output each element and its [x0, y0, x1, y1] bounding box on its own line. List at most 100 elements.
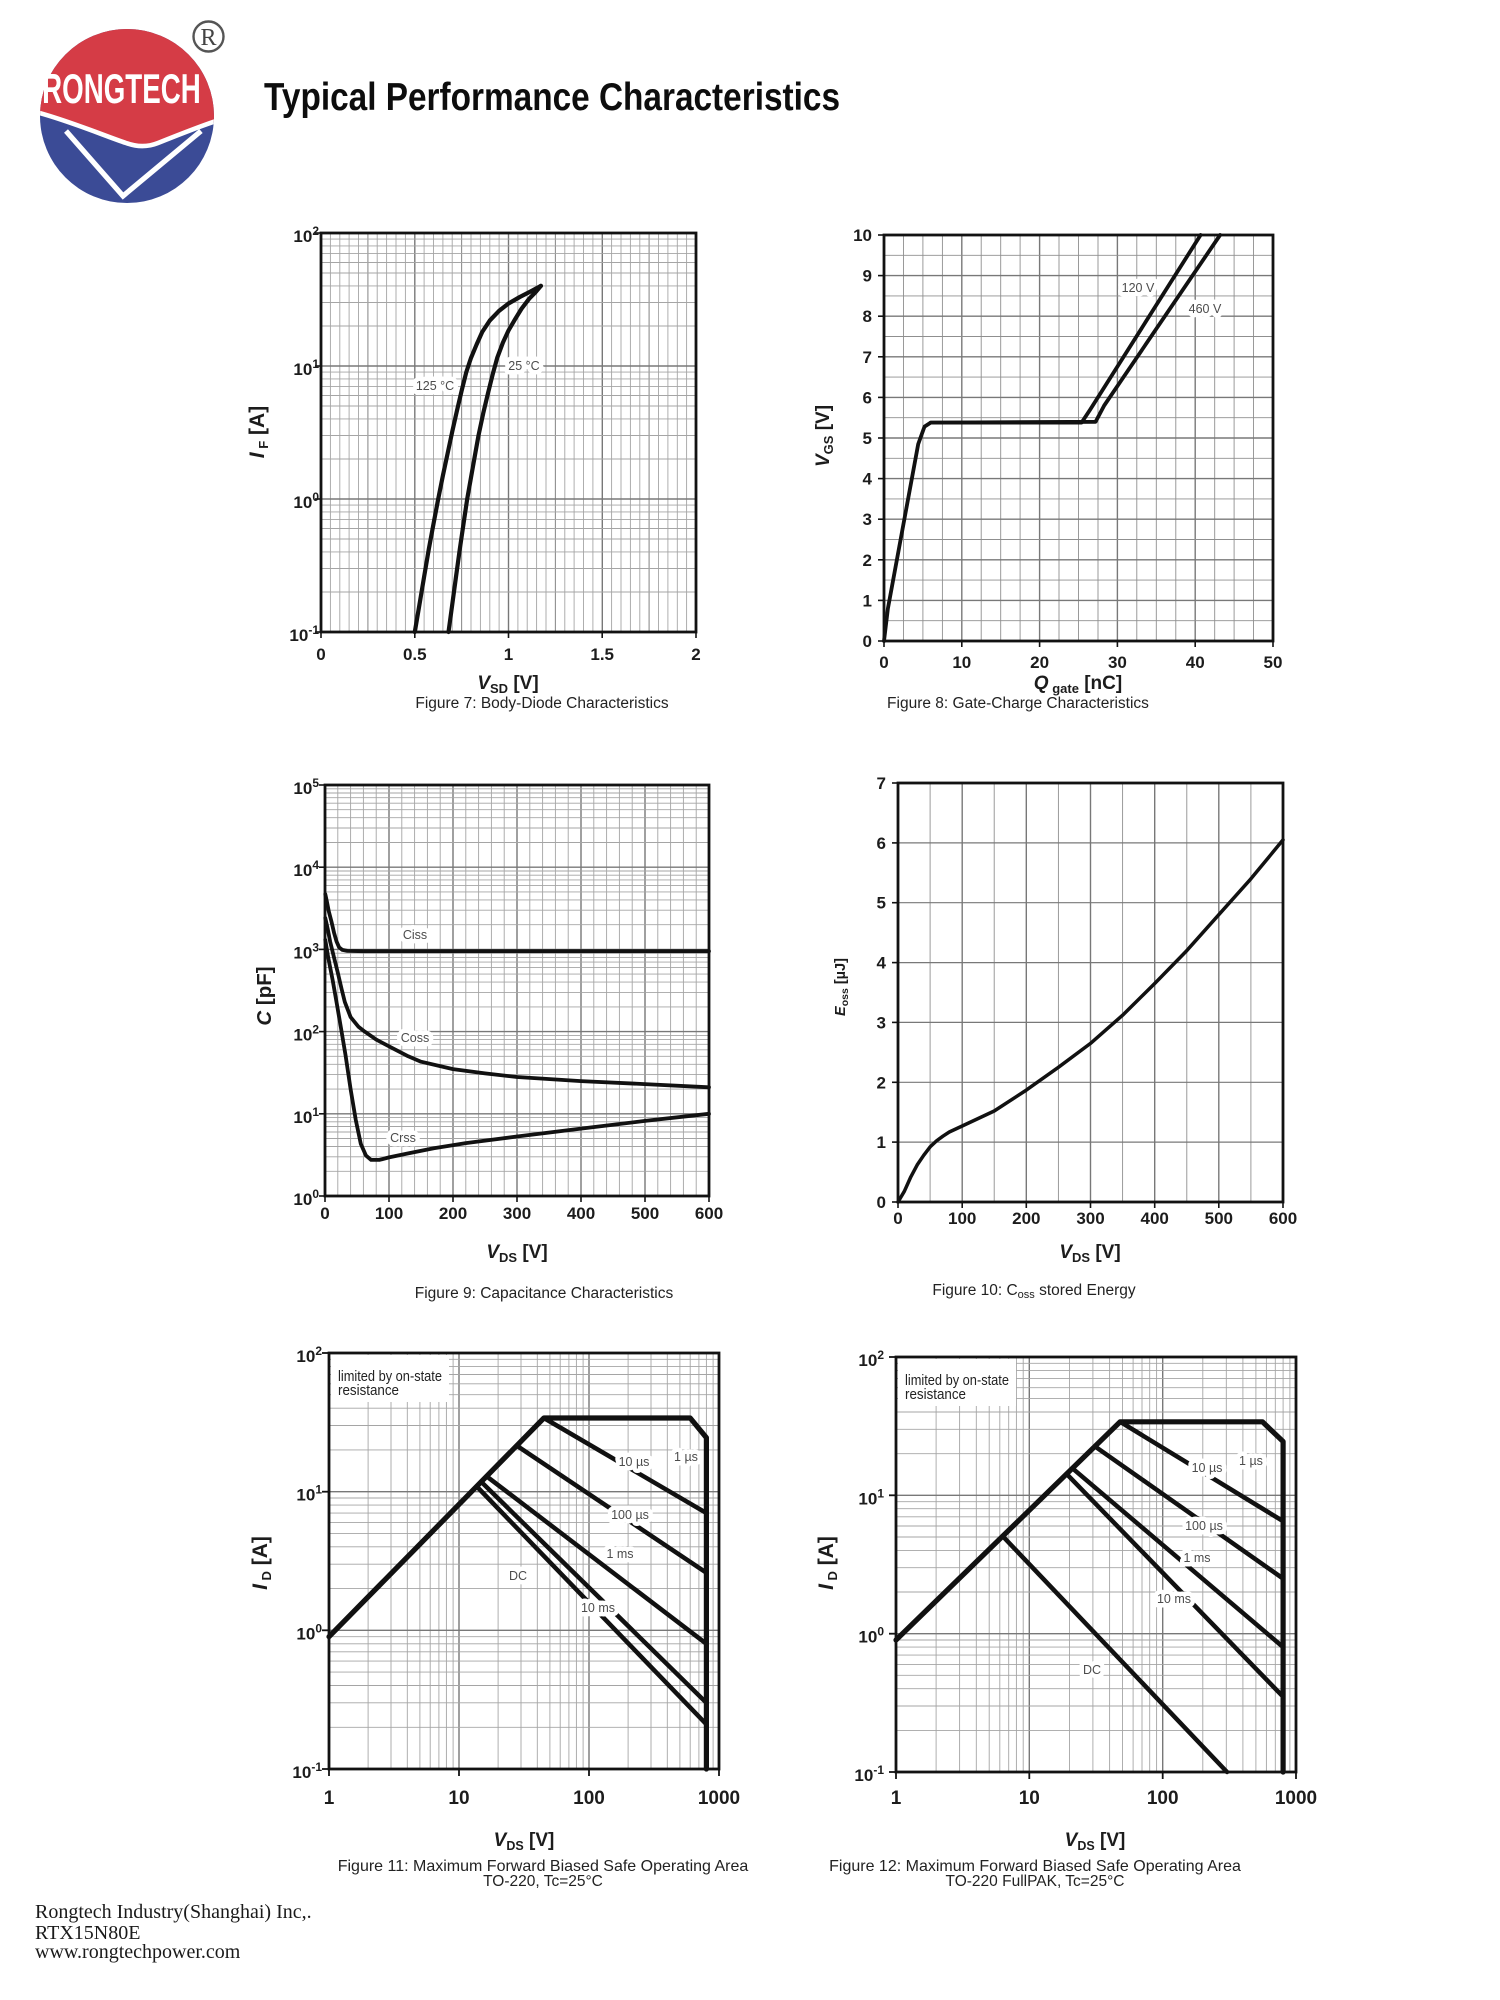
svg-text:0.5: 0.5 [403, 645, 427, 664]
svg-text:200: 200 [1012, 1209, 1040, 1228]
svg-text:Rongtech Industry(Shanghai) In: Rongtech Industry(Shanghai) Inc,. [35, 1901, 312, 1923]
svg-text:30: 30 [1108, 653, 1127, 672]
svg-text:Figure 8: Gate-Charge Characte: Figure 8: Gate-Charge Characteristics [887, 695, 1149, 712]
svg-text:RTX15N80E: RTX15N80E [35, 1922, 140, 1944]
svg-text:20: 20 [1030, 653, 1049, 672]
svg-text:TO-220, Tc=25°C: TO-220, Tc=25°C [483, 1873, 603, 1890]
svg-text:Figure 9: Capacitance Characte: Figure 9: Capacitance Characteristics [415, 1285, 674, 1302]
svg-text:Coss: Coss [401, 1031, 429, 1045]
svg-text:125 °C: 125 °C [416, 379, 454, 393]
svg-text:600: 600 [1269, 1209, 1297, 1228]
svg-text:I F [A]: I F [A] [246, 406, 271, 458]
svg-text:10 µs: 10 µs [619, 1455, 650, 1469]
svg-text:102: 102 [293, 224, 319, 246]
svg-text:1: 1 [891, 1788, 902, 1809]
svg-text:10-1: 10-1 [854, 1763, 884, 1785]
svg-text:400: 400 [567, 1204, 595, 1223]
svg-text:2: 2 [691, 645, 700, 664]
svg-text:Eoss [µJ]: Eoss [µJ] [833, 958, 851, 1016]
svg-text:limited by on-state: limited by on-state [338, 1368, 442, 1385]
svg-text:Figure 12: Maximum Forward Bia: Figure 12: Maximum Forward Biased Safe O… [829, 1858, 1241, 1875]
svg-text:300: 300 [1076, 1209, 1104, 1228]
svg-text:460 V: 460 V [1189, 302, 1222, 316]
svg-text:101: 101 [858, 1486, 884, 1508]
svg-text:102: 102 [293, 1023, 319, 1045]
svg-text:Figure 11: Maximum Forward Bia: Figure 11: Maximum Forward Biased Safe O… [338, 1858, 749, 1875]
svg-text:100: 100 [296, 1621, 322, 1643]
svg-text:1: 1 [877, 1133, 886, 1152]
svg-text:3: 3 [863, 510, 872, 529]
svg-text:100: 100 [293, 490, 319, 512]
svg-text:8: 8 [863, 307, 872, 326]
svg-text:2: 2 [863, 551, 872, 570]
svg-text:104: 104 [293, 858, 319, 880]
svg-text:VDS [V]: VDS [V] [486, 1242, 547, 1265]
svg-text:200: 200 [439, 1204, 467, 1223]
svg-text:2: 2 [877, 1073, 886, 1092]
svg-text:100 µs: 100 µs [1185, 1519, 1223, 1533]
svg-text:1: 1 [504, 645, 513, 664]
svg-text:10 ms: 10 ms [581, 1601, 615, 1615]
svg-text:VDS [V]: VDS [V] [1059, 1242, 1120, 1265]
svg-text:7: 7 [863, 348, 872, 367]
svg-text:7: 7 [877, 774, 886, 793]
svg-text:0: 0 [879, 653, 888, 672]
svg-text:101: 101 [296, 1483, 322, 1505]
svg-text:VDS [V]: VDS [V] [1065, 1830, 1126, 1853]
svg-text:VDS [V]: VDS [V] [494, 1830, 555, 1853]
svg-text:limited by on-state: limited by on-state [905, 1372, 1009, 1389]
svg-text:R: R [200, 25, 216, 51]
svg-text:resistance: resistance [338, 1382, 399, 1399]
svg-text:1 ms: 1 ms [606, 1547, 633, 1561]
svg-text:105: 105 [293, 776, 319, 798]
svg-text:1000: 1000 [698, 1788, 740, 1809]
svg-text:3: 3 [877, 1013, 886, 1032]
svg-text:1 µs: 1 µs [674, 1450, 698, 1464]
svg-text:DC: DC [509, 1569, 527, 1583]
svg-text:25 °C: 25 °C [508, 359, 539, 373]
svg-text:VGS [V]: VGS [V] [813, 405, 836, 467]
svg-text:10: 10 [952, 653, 971, 672]
svg-text:102: 102 [296, 1344, 322, 1366]
svg-text:40: 40 [1186, 653, 1205, 672]
svg-text:100: 100 [375, 1204, 403, 1223]
svg-text:Typical Performance Characteri: Typical Performance Characteristics [264, 76, 840, 119]
svg-text:100: 100 [1147, 1788, 1179, 1809]
svg-text:100: 100 [573, 1788, 605, 1809]
svg-text:120 V: 120 V [1122, 281, 1155, 295]
svg-text:DC: DC [1083, 1663, 1101, 1677]
svg-text:4: 4 [863, 470, 873, 489]
svg-text:Ciss: Ciss [403, 928, 427, 942]
svg-text:400: 400 [1141, 1209, 1169, 1228]
svg-text:www.rongtechpower.com: www.rongtechpower.com [35, 1941, 241, 1963]
svg-text:100: 100 [948, 1209, 976, 1228]
svg-text:6: 6 [863, 388, 872, 407]
svg-text:0: 0 [877, 1193, 886, 1212]
svg-text:10: 10 [853, 226, 872, 245]
svg-text:5: 5 [863, 429, 872, 448]
svg-text:I D [A]: I D [A] [249, 1536, 274, 1590]
svg-text:1: 1 [863, 591, 872, 610]
svg-text:1 ms: 1 ms [1183, 1551, 1210, 1565]
svg-text:Figure 7: Body-Diode Character: Figure 7: Body-Diode Characteristics [415, 695, 669, 712]
svg-text:Figure 10: Coss stored Energy: Figure 10: Coss stored Energy [932, 1282, 1135, 1301]
svg-text:10-1: 10-1 [292, 1760, 322, 1782]
svg-text:0: 0 [316, 645, 325, 664]
svg-text:Q gate [nC]: Q gate [nC] [1034, 673, 1122, 696]
svg-text:C [pF]: C [pF] [253, 966, 276, 1025]
svg-text:102: 102 [858, 1348, 884, 1370]
svg-text:VSD [V]: VSD [V] [477, 673, 538, 696]
svg-text:0: 0 [893, 1209, 902, 1228]
svg-text:I D [A]: I D [A] [815, 1536, 840, 1590]
svg-text:1000: 1000 [1275, 1788, 1317, 1809]
svg-text:10 µs: 10 µs [1192, 1461, 1223, 1475]
svg-text:0: 0 [863, 632, 872, 651]
svg-text:1 µs: 1 µs [1239, 1454, 1263, 1468]
svg-text:1.5: 1.5 [590, 645, 614, 664]
svg-text:10: 10 [448, 1788, 469, 1809]
svg-text:500: 500 [631, 1204, 659, 1223]
svg-text:6: 6 [877, 834, 886, 853]
svg-text:50: 50 [1264, 653, 1283, 672]
svg-text:101: 101 [293, 357, 319, 379]
svg-text:10 ms: 10 ms [1157, 1592, 1191, 1606]
